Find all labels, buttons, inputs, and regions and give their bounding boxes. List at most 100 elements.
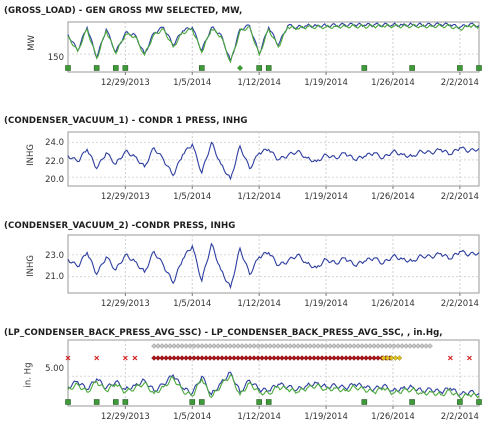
event-marker-gray: [407, 343, 413, 349]
event-marker-gray: [383, 343, 389, 349]
event-marker-square: [112, 65, 119, 71]
series-line: [67, 371, 480, 397]
event-marker-square: [189, 399, 196, 405]
event-marker-gray: [295, 343, 301, 349]
event-marker-red: [327, 355, 333, 361]
event-marker-diamond: [237, 65, 244, 71]
x-tick-label: 1/5/2014: [173, 192, 211, 202]
event-marker-gray: [411, 343, 417, 349]
event-marker-gray: [343, 343, 349, 349]
event-marker-gray: [283, 343, 289, 349]
event-marker-gray: [247, 343, 253, 349]
event-marker-gray: [191, 343, 197, 349]
event-marker-gray: [207, 343, 213, 349]
x-tick-label: 2/2/2014: [441, 192, 479, 202]
x-tick-label: 1/12/2014: [237, 299, 281, 309]
event-marker-gray: [195, 343, 201, 349]
event-marker-red: [235, 355, 241, 361]
x-tick-label: 1/5/2014: [173, 299, 211, 309]
event-marker-gray: [359, 343, 365, 349]
x-tick-label: 2/2/2014: [441, 412, 479, 422]
x-tick-label: 1/19/2014: [304, 78, 348, 88]
series-line: [67, 242, 480, 290]
event-marker-red: [375, 355, 381, 361]
event-marker-red: [355, 355, 361, 361]
event-marker-red: [151, 355, 157, 361]
event-marker-red: [191, 355, 197, 361]
event-marker-gray: [175, 343, 181, 349]
event-marker-square: [361, 65, 368, 71]
event-marker-x: [94, 355, 100, 361]
event-marker-gray: [279, 343, 285, 349]
event-marker-gray: [367, 343, 373, 349]
event-marker-red: [283, 355, 289, 361]
event-marker-gray: [235, 343, 241, 349]
x-tick-label: 1/12/2014: [237, 412, 281, 422]
event-marker-gray: [199, 343, 205, 349]
event-marker-gray: [319, 343, 325, 349]
event-marker-red: [315, 355, 321, 361]
event-marker-gray: [263, 343, 269, 349]
event-marker-gray: [399, 343, 405, 349]
x-tick-label: 1/26/2014: [371, 299, 415, 309]
event-marker-gray: [239, 343, 245, 349]
event-marker-red: [255, 355, 261, 361]
condenser-vacuum-1-plot: 12/29/2013 1/5/2014 1/12/2014 1/19/2014 1/26…: [67, 131, 480, 202]
event-marker-gray: [303, 343, 309, 349]
event-marker-gray: [155, 343, 161, 349]
event-marker-yellow: [380, 355, 387, 361]
event-marker-gray: [251, 343, 257, 349]
plot-area: [67, 131, 480, 187]
event-marker-square: [361, 399, 368, 405]
event-marker-red: [159, 355, 165, 361]
event-marker-red: [167, 355, 173, 361]
x-tick-label: 12/29/2013: [101, 412, 150, 422]
event-marker-red: [291, 355, 297, 361]
event-marker-square: [265, 65, 272, 71]
plot-area: [67, 339, 480, 407]
event-marker-red: [267, 355, 273, 361]
event-marker-square: [256, 65, 262, 71]
event-marker-gray: [363, 343, 369, 349]
event-marker-red: [175, 355, 181, 361]
event-marker-red: [259, 355, 265, 361]
event-marker-gray: [219, 343, 225, 349]
event-marker-red: [247, 355, 253, 361]
event-marker-x: [447, 355, 453, 361]
event-marker-red: [303, 355, 309, 361]
event-marker-gray: [415, 343, 421, 349]
chart-title: (GROSS_LOAD) - GEN GROSS MW SELECTED, MW…: [4, 6, 243, 16]
event-marker-red: [339, 355, 345, 361]
x-tick-label: 12/29/2013: [101, 78, 150, 88]
event-marker-red: [155, 355, 161, 361]
event-marker-gray: [339, 343, 345, 349]
event-marker-red: [239, 355, 245, 361]
y-tick-label: 5.00: [45, 364, 64, 374]
event-marker-red: [319, 355, 325, 361]
event-marker-red: [367, 355, 373, 361]
event-marker-red: [203, 355, 209, 361]
event-marker-gray: [423, 343, 429, 349]
event-marker-gray: [327, 343, 333, 349]
event-marker-red: [351, 355, 357, 361]
event-marker-yellow: [396, 355, 403, 361]
event-marker-gray: [259, 343, 265, 349]
y-tick-label: 24.0: [45, 138, 64, 148]
x-tick-label: 1/5/2014: [173, 78, 211, 88]
event-marker-red: [187, 355, 193, 361]
event-marker-red: [347, 355, 353, 361]
event-marker-yellow: [388, 355, 395, 361]
event-marker-gray: [351, 343, 357, 349]
event-marker-square: [256, 399, 262, 405]
event-marker-red: [335, 355, 341, 361]
y-tick-label: 20.0: [45, 175, 64, 185]
event-marker-gray: [403, 343, 409, 349]
event-marker-red: [211, 355, 217, 361]
event-marker-gray: [307, 343, 313, 349]
event-marker-red: [171, 355, 177, 361]
event-marker-gray: [163, 343, 169, 349]
event-marker-red: [331, 355, 337, 361]
event-marker-red: [359, 355, 365, 361]
event-marker-square: [265, 399, 272, 405]
event-marker-gray: [267, 343, 273, 349]
